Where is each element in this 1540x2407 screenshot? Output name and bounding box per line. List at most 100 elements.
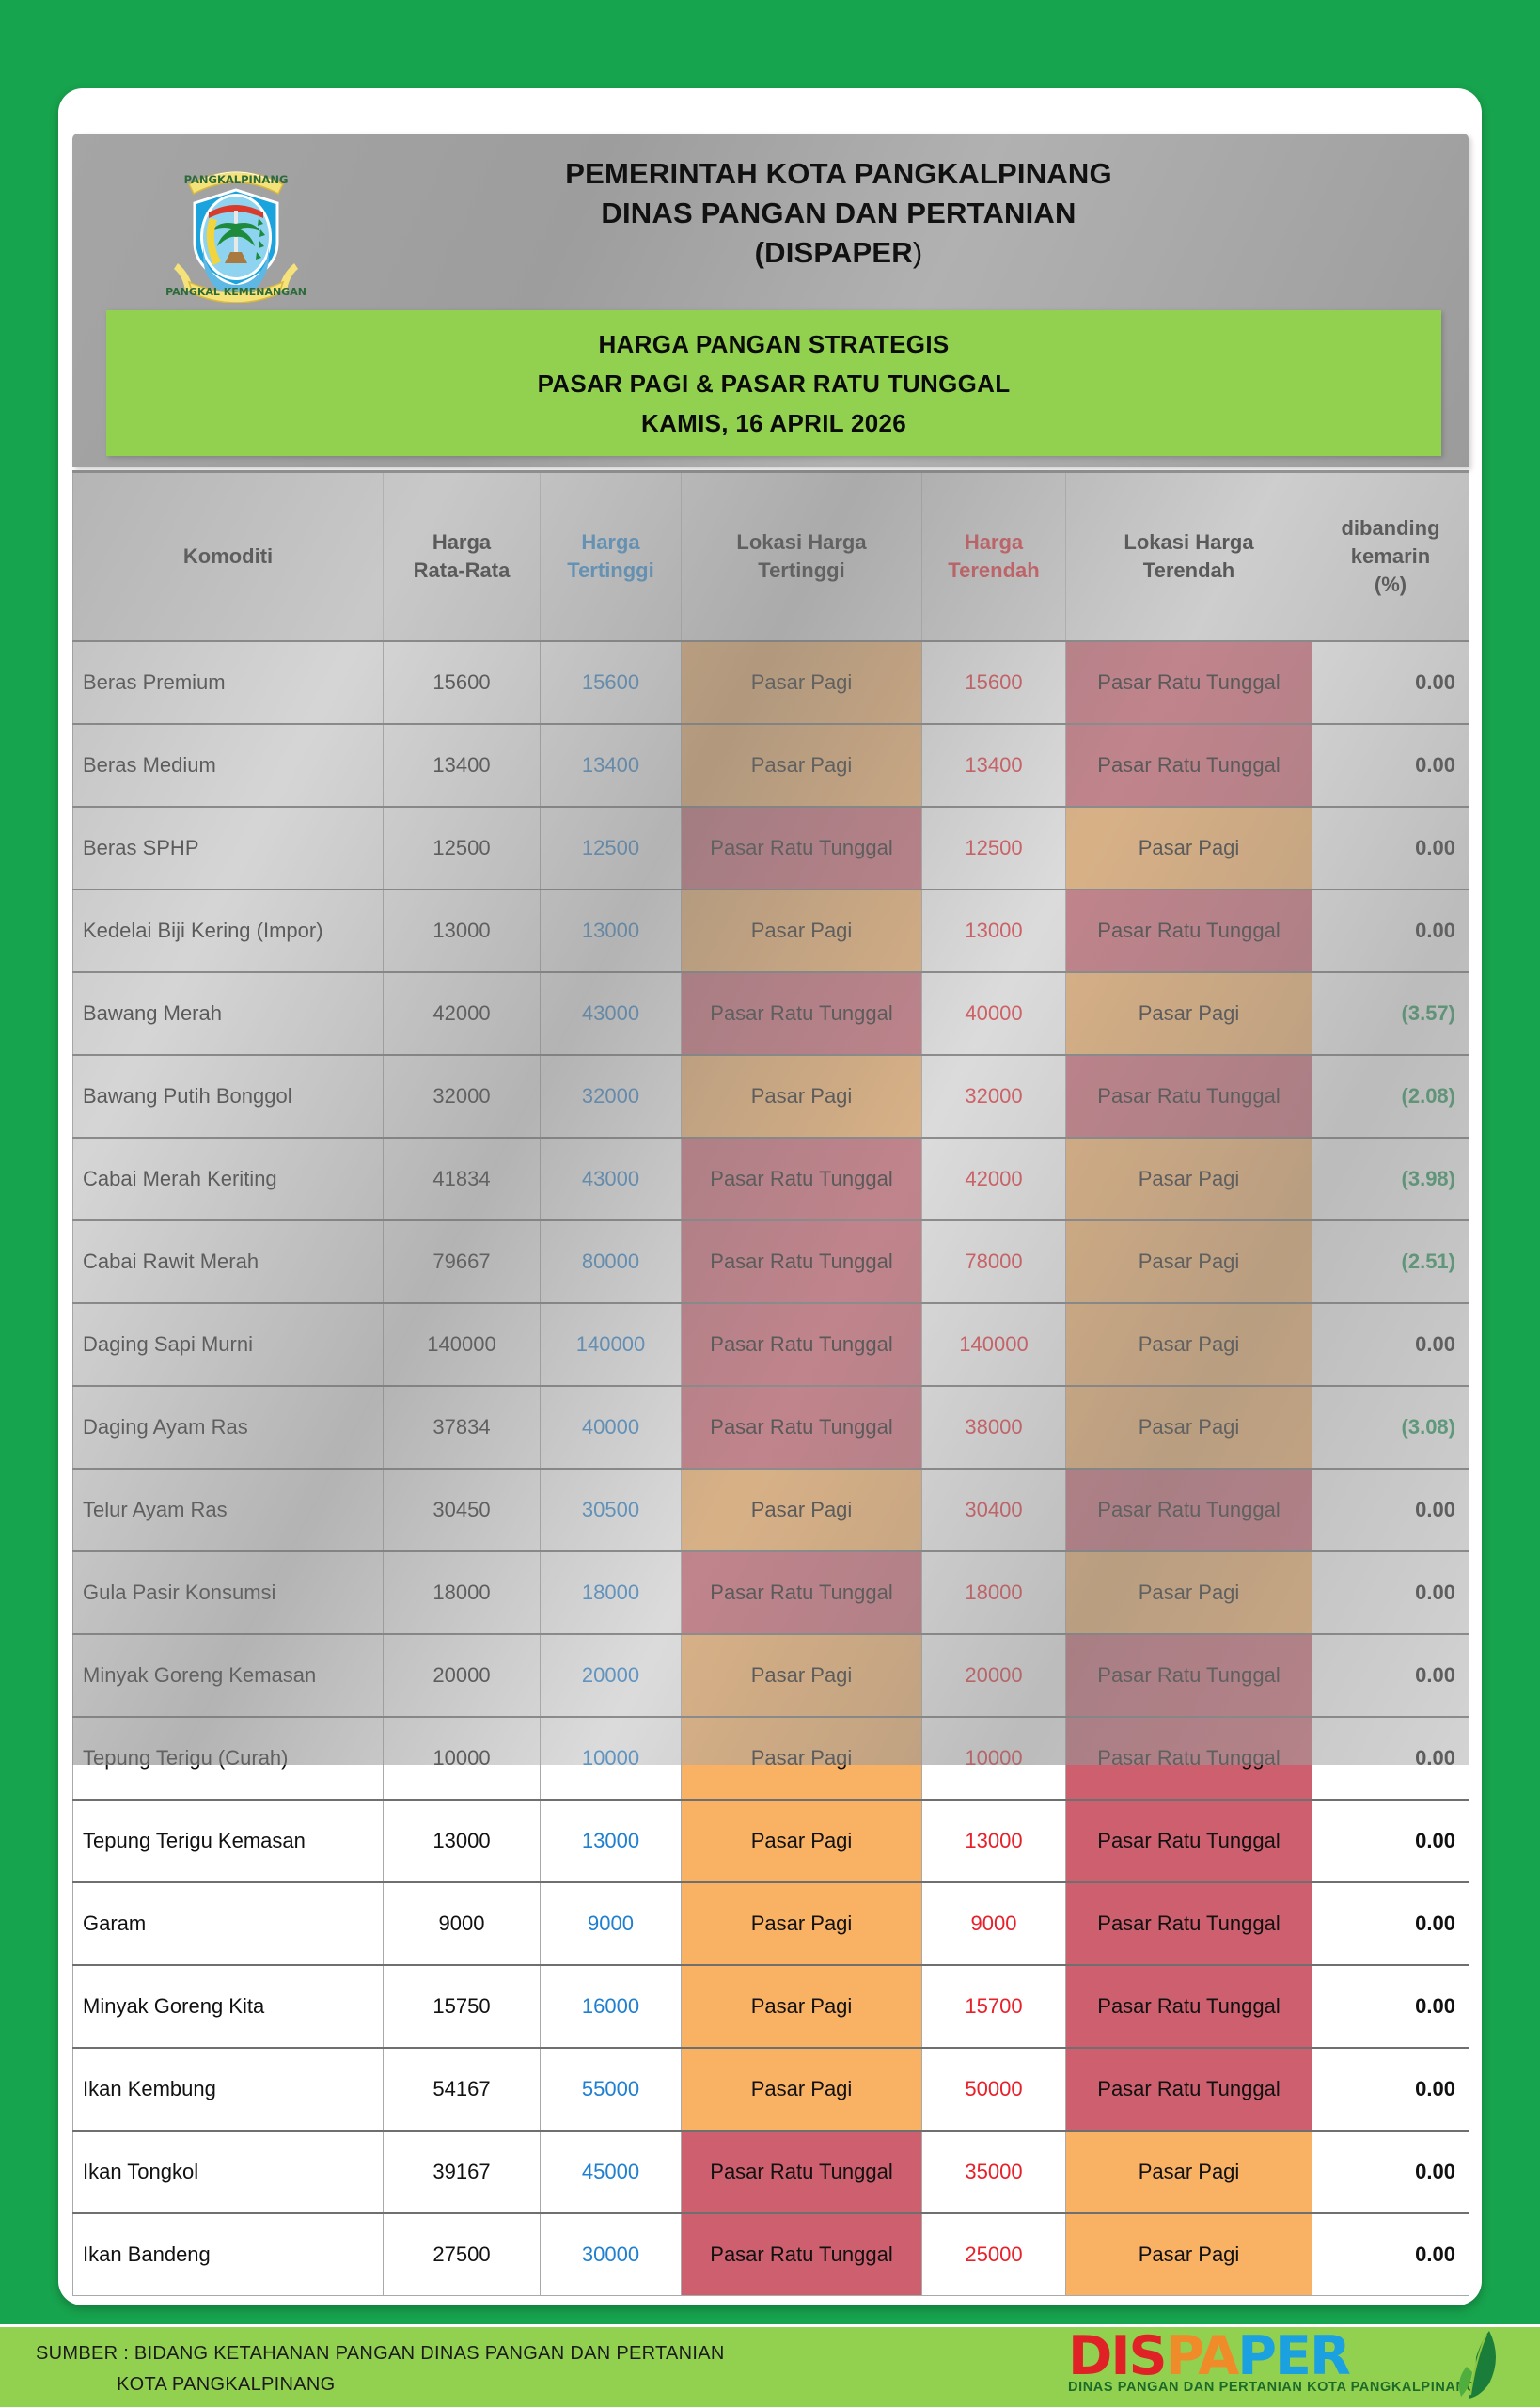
cell-lokasi-tertinggi: Pasar Pagi: [681, 2046, 922, 2131]
cell-lokasi-tertinggi: Pasar Ratu Tunggal: [681, 2211, 922, 2296]
cell-harga-rata-rata: 140000: [383, 1301, 541, 1386]
cell-komoditi: Minyak Goreng Kita: [72, 1963, 384, 2048]
cell-dibanding-kemarin: 0.00: [1312, 805, 1469, 889]
cell-harga-rata-rata: 54167: [383, 2046, 541, 2131]
title-line-1: PEMERINTAH KOTA PANGKALPINANG: [565, 157, 1112, 190]
cell-dibanding-kemarin: 0.00: [1312, 1963, 1469, 2048]
cell-lokasi-terendah: Pasar Ratu Tunggal: [1065, 722, 1312, 807]
cell-harga-terendah: 15700: [921, 1963, 1066, 2048]
dispaper-tagline: DINAS PANGAN DAN PERTANIAN KOTA PANGKALP…: [1068, 2380, 1478, 2395]
cell-komoditi: Ikan Kembung: [72, 2046, 384, 2131]
cell-harga-terendah: 140000: [921, 1301, 1066, 1386]
title-line-3-main: (DISPAPER: [754, 236, 913, 269]
dispaper-pa: PA: [1165, 2325, 1240, 2387]
cell-harga-tertinggi: 16000: [540, 1963, 682, 2048]
table-row: Cabai Rawit Merah 79667 80000 Pasar Ratu Tu…: [72, 1219, 1469, 1303]
cell-lokasi-tertinggi: Pasar Pagi: [681, 722, 922, 807]
cell-harga-rata-rata: 18000: [383, 1550, 541, 1634]
col-header-harga-tertinggi: Harga Tertinggi: [540, 470, 682, 641]
cell-dibanding-kemarin: 0.00: [1312, 1550, 1469, 1634]
cell-harga-tertinggi: 10000: [540, 1715, 682, 1800]
cell-dibanding-kemarin: (3.57): [1312, 970, 1469, 1055]
cell-komoditi: Telur Ayam Ras: [72, 1467, 384, 1551]
institution-title: PEMERINTAH KOTA PANGKALPINANG DINAS PANG…: [307, 154, 1370, 273]
banner-line-3: KAMIS, 16 APRIL 2026: [641, 408, 906, 437]
cell-lokasi-terendah: Pasar Pagi: [1065, 2129, 1312, 2213]
cell-komoditi: Ikan Tongkol: [72, 2129, 384, 2213]
cell-komoditi: Bawang Merah: [72, 970, 384, 1055]
cell-lokasi-tertinggi: Pasar Ratu Tunggal: [681, 1136, 922, 1220]
cell-harga-rata-rata: 41834: [383, 1136, 541, 1220]
cell-lokasi-terendah: Pasar Ratu Tunggal: [1065, 1880, 1312, 1965]
cell-harga-terendah: 25000: [921, 2211, 1066, 2296]
table-row: Beras SPHP 12500 12500 Pasar Ratu Tunggal 12…: [72, 805, 1469, 889]
table-row: Daging Ayam Ras 37834 40000 Pasar Ratu Tung…: [72, 1384, 1469, 1469]
cell-harga-tertinggi: 32000: [540, 1053, 682, 1138]
cell-lokasi-terendah: Pasar Ratu Tunggal: [1065, 1467, 1312, 1551]
cell-dibanding-kemarin: 0.00: [1312, 1467, 1469, 1551]
col-header-dibanding-kemarin: dibanding kemarin (%): [1312, 470, 1469, 641]
cell-dibanding-kemarin: 0.00: [1312, 2046, 1469, 2131]
cell-harga-terendah: 50000: [921, 2046, 1066, 2131]
cell-lokasi-terendah: Pasar Pagi: [1065, 2211, 1312, 2296]
cell-harga-terendah: 32000: [921, 1053, 1066, 1138]
lokasi-terendah-line1: Lokasi Harga: [1124, 529, 1254, 554]
cell-komoditi: Daging Sapi Murni: [72, 1301, 384, 1386]
cell-harga-terendah: 78000: [921, 1219, 1066, 1303]
cell-lokasi-terendah: Pasar Pagi: [1065, 1384, 1312, 1469]
cell-harga-tertinggi: 43000: [540, 1136, 682, 1220]
table-row: Daging Sapi Murni 140000 140000 Pasar Ratu …: [72, 1301, 1469, 1386]
cell-lokasi-terendah: Pasar Ratu Tunggal: [1065, 2046, 1312, 2131]
cell-harga-terendah: 40000: [921, 970, 1066, 1055]
cell-lokasi-tertinggi: Pasar Pagi: [681, 639, 922, 724]
footer-bar: SUMBER : BIDANG KETAHANAN PANGAN DINAS P…: [0, 2324, 1540, 2407]
cell-lokasi-tertinggi: Pasar Ratu Tunggal: [681, 970, 922, 1055]
cell-harga-rata-rata: 30450: [383, 1467, 541, 1551]
cell-harga-terendah: 12500: [921, 805, 1066, 889]
dispaper-wordmark: DISPAPER: [1068, 2329, 1501, 2383]
cell-harga-terendah: 18000: [921, 1550, 1066, 1634]
cell-lokasi-tertinggi: Pasar Ratu Tunggal: [681, 1550, 922, 1634]
cell-dibanding-kemarin: 0.00: [1312, 888, 1469, 972]
cell-lokasi-terendah: Pasar Pagi: [1065, 1136, 1312, 1220]
cell-dibanding-kemarin: 0.00: [1312, 1880, 1469, 1965]
price-table: Komoditi Harga Rata-Rata Harga Tertinggi…: [72, 470, 1469, 2296]
cell-harga-terendah: 42000: [921, 1136, 1066, 1220]
harga-terendah-line1: Harga: [964, 529, 1024, 554]
cell-harga-rata-rata: 32000: [383, 1053, 541, 1138]
cell-komoditi: Garam: [72, 1880, 384, 1965]
cell-lokasi-terendah: Pasar Pagi: [1065, 1301, 1312, 1386]
cell-harga-tertinggi: 20000: [540, 1632, 682, 1717]
pangkalpinang-seal-icon: PANGKALPINANG: [165, 152, 307, 304]
cell-dibanding-kemarin: 0.00: [1312, 1632, 1469, 1717]
lokasi-tertinggi-line1: Lokasi Harga: [736, 529, 867, 554]
harga-rata-line1: Harga: [432, 529, 492, 554]
table-row: Ikan Tongkol 39167 45000 Pasar Ratu Tunggal…: [72, 2129, 1469, 2213]
table-row: Telur Ayam Ras 30450 30500 Pasar Pagi 30400 P…: [72, 1467, 1469, 1551]
cell-dibanding-kemarin: (2.08): [1312, 1053, 1469, 1138]
cell-harga-tertinggi: 15600: [540, 639, 682, 724]
cell-lokasi-terendah: Pasar Ratu Tunggal: [1065, 1798, 1312, 1882]
cell-lokasi-terendah: Pasar Pagi: [1065, 1550, 1312, 1634]
cell-harga-terendah: 13000: [921, 888, 1066, 972]
table-head: Komoditi Harga Rata-Rata Harga Tertinggi…: [72, 470, 1469, 641]
harga-tertinggi-line1: Harga: [581, 529, 640, 554]
source-note: SUMBER : BIDANG KETAHANAN PANGAN DINAS P…: [36, 2338, 725, 2400]
cell-dibanding-kemarin: (2.51): [1312, 1219, 1469, 1303]
cell-komoditi: Beras Premium: [72, 639, 384, 724]
leaf-icon: [1459, 2331, 1496, 2399]
table-row: Minyak Goreng Kita 15750 16000 Pasar Pagi 15…: [72, 1963, 1469, 2048]
svg-text:PANGKALPINANG: PANGKALPINANG: [184, 173, 289, 186]
cell-dibanding-kemarin: 0.00: [1312, 1715, 1469, 1800]
cell-harga-terendah: 10000: [921, 1715, 1066, 1800]
cell-lokasi-terendah: Pasar Ratu Tunggal: [1065, 639, 1312, 724]
harga-rata-line2: Rata-Rata: [413, 558, 511, 582]
table-body: Beras Premium 15600 15600 Pasar Pagi 15600 Pa…: [72, 639, 1469, 2296]
col-header-lokasi-terendah: Lokasi Harga Terendah: [1065, 470, 1312, 641]
dispaper-dis: DIS: [1068, 2325, 1168, 2387]
cell-komoditi: Ikan Bandeng: [72, 2211, 384, 2296]
table-row: Tepung Terigu Kemasan 13000 13000 Pasar Pag…: [72, 1798, 1469, 1882]
title-line-3-paren: ): [912, 236, 923, 269]
cell-harga-terendah: 15600: [921, 639, 1066, 724]
